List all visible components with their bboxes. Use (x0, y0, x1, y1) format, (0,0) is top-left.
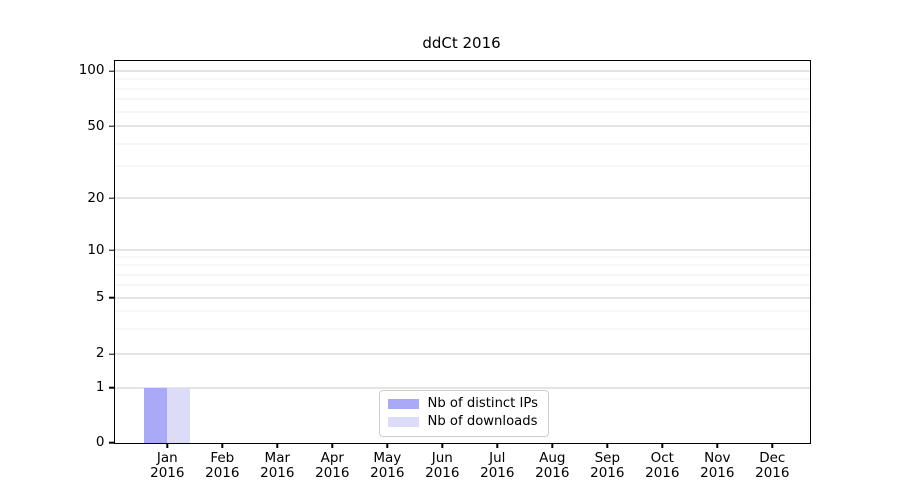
bar-nb-of-distinct-ips-jan (144, 387, 168, 443)
y-tick-50 (109, 125, 114, 127)
legend-item-downloads: Nb of downloads (387, 414, 540, 430)
x-tick-label-jun: Jun 2016 (425, 449, 460, 481)
x-tick-label-may: May 2016 (370, 449, 405, 481)
x-tick-label-feb: Feb 2016 (205, 449, 240, 481)
y-tick-100 (109, 70, 114, 72)
x-tick-oct (661, 443, 663, 448)
y-tick-20 (109, 197, 114, 200)
y-tick-label-100: 100 (78, 62, 105, 79)
x-tick-may (386, 443, 388, 448)
x-tick-jul (496, 443, 498, 448)
x-tick-dec (771, 443, 773, 448)
minor-gridline-80 (114, 88, 810, 90)
minor-gridline-90 (114, 78, 810, 80)
chart-title: ddCt 2016 (422, 34, 501, 52)
y-tick-label-10: 10 (87, 241, 105, 258)
minor-gridline-9 (114, 256, 810, 258)
plot-canvas: 0 1 2 5 10 20 50 100 Jan 2016 Feb 2016 Mar 2016 Apr 201… (79, 61, 810, 481)
y-tick-label-2: 2 (95, 345, 105, 362)
x-tick-label-sep: Sep 2016 (590, 449, 625, 481)
x-tick-sep (606, 443, 608, 448)
minor-gridline-60 (114, 111, 810, 113)
x-tick-feb (221, 443, 223, 448)
legend: Nb of distinct IPs Nb of downloads (378, 389, 549, 437)
bar-nb-of-downloads-jan (167, 387, 191, 443)
x-tick-label-mar: Mar 2016 (260, 449, 295, 481)
minor-gridline-3 (114, 328, 810, 330)
x-tick-label-oct: Oct 2016 (645, 449, 680, 481)
minor-gridline-8 (114, 264, 810, 266)
legend-label: Nb of distinct IPs (427, 396, 539, 412)
x-tick-nov (716, 443, 718, 448)
major-gridline-5 (114, 297, 810, 299)
major-gridline-50 (114, 125, 810, 127)
major-gridline-1 (114, 387, 810, 389)
major-gridline-10 (114, 249, 810, 251)
x-tick-label-jan: Jan 2016 (150, 449, 185, 481)
y-tick-label-1: 1 (95, 379, 105, 396)
major-gridline-20 (114, 197, 810, 199)
major-gridline-100 (114, 70, 810, 72)
y-tick-0 (109, 441, 114, 444)
legend-label: Nb of downloads (427, 414, 538, 430)
x-tick-jun (441, 443, 443, 448)
minor-gridline-30 (114, 165, 810, 167)
y-tick-10 (109, 249, 114, 251)
y-tick-2 (109, 353, 114, 355)
legend-item-distinct-ips: Nb of distinct IPs (387, 396, 540, 412)
x-tick-label-dec: Dec 2016 (755, 449, 790, 481)
y-tick-label-5: 5 (95, 288, 105, 305)
x-tick-aug (551, 443, 553, 448)
y-tick-1 (109, 387, 114, 389)
minor-gridline-70 (114, 98, 810, 100)
x-tick-label-apr: Apr 2016 (315, 449, 350, 481)
major-gridline-2 (114, 353, 810, 355)
y-tick-label-20: 20 (87, 189, 105, 206)
minor-gridline-4 (114, 310, 810, 312)
minor-gridline-40 (114, 143, 810, 145)
minor-gridline-6 (114, 284, 810, 286)
x-tick-mar (276, 443, 278, 448)
legend-swatch (387, 399, 419, 410)
y-tick-label-50: 50 (87, 117, 105, 134)
x-tick-apr (331, 443, 333, 448)
legend-swatch (387, 417, 419, 428)
x-tick-jan (166, 443, 168, 448)
plot-area: 0 1 2 5 10 20 50 100 Jan 2016 Feb 2016 Mar 2016 Apr 201… (79, 59, 811, 481)
y-tick-label-0: 0 (95, 433, 105, 450)
x-tick-label-nov: Nov 2016 (700, 449, 735, 481)
y-tick-5 (109, 297, 114, 299)
x-tick-label-aug: Aug 2016 (535, 449, 570, 481)
x-tick-label-jul: Jul 2016 (480, 449, 515, 481)
minor-gridline-7 (114, 274, 810, 276)
